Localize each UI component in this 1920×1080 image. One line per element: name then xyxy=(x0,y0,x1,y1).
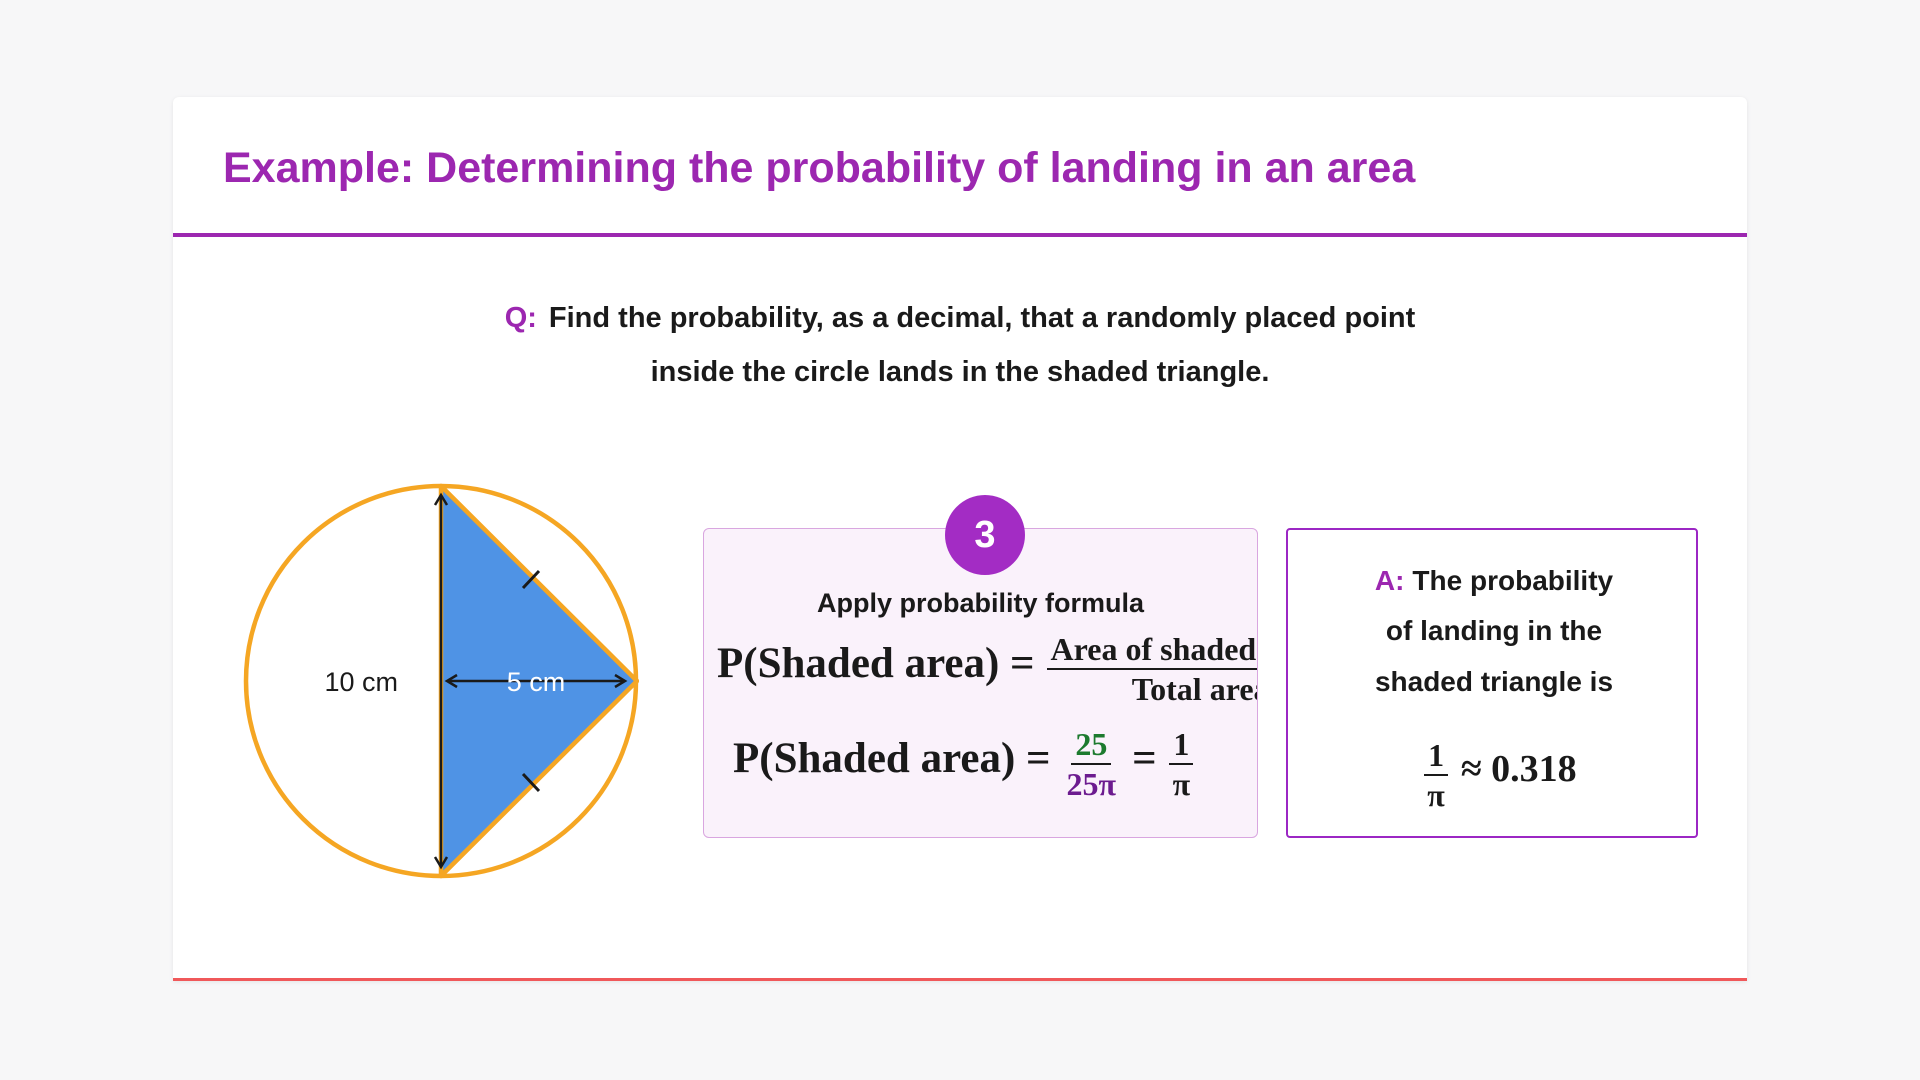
svg-text:5 cm: 5 cm xyxy=(507,667,566,697)
svg-text:10 cm: 10 cm xyxy=(324,667,398,697)
